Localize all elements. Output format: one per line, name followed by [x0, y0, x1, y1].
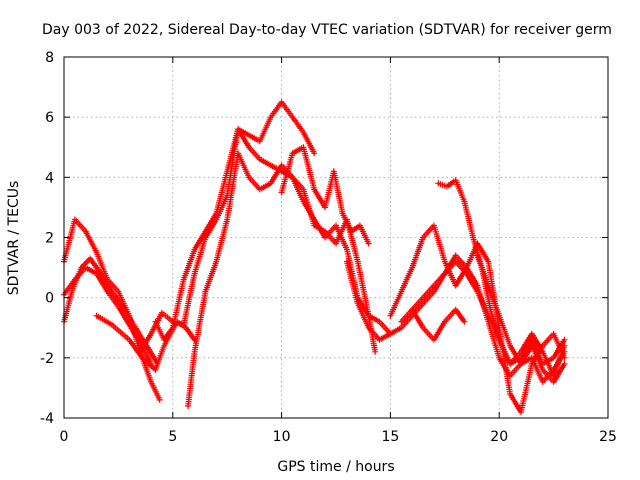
- x-tick-label: 0: [60, 429, 69, 445]
- x-tick-label: 5: [168, 429, 177, 445]
- x-axis-title: GPS time / hours: [277, 459, 394, 475]
- y-tick-label: -2: [40, 351, 54, 367]
- y-tick-label: 6: [45, 110, 54, 126]
- series-markers: [137, 99, 318, 355]
- axis-ticks: 0 5 10 15 20 25 -4 -2 0 2 4 6 8: [40, 50, 617, 445]
- series-track-h: [278, 144, 372, 247]
- series-markers: [409, 306, 468, 343]
- series-markers: [61, 216, 163, 403]
- y-tick-label: 8: [45, 50, 54, 66]
- series-track-n: [474, 252, 568, 385]
- chart-title: Day 003 of 2022, Sidereal Day-to-day VTE…: [42, 22, 612, 38]
- data-series: [61, 99, 568, 415]
- series-markers: [278, 144, 372, 247]
- series-track-e: [137, 99, 318, 355]
- x-tick-label: 15: [381, 429, 399, 445]
- y-tick-label: 2: [45, 231, 54, 247]
- y-tick-label: 0: [45, 291, 54, 307]
- x-tick-label: 25: [599, 429, 617, 445]
- series-track-m: [409, 306, 468, 343]
- x-tick-label: 10: [273, 429, 291, 445]
- y-axis-title: SDTVAR / TECUs: [6, 181, 22, 296]
- y-tick-label: -4: [40, 411, 54, 427]
- x-tick-label: 20: [490, 429, 508, 445]
- y-tick-label: 4: [45, 170, 54, 186]
- series-track-a: [61, 216, 163, 403]
- series-markers: [474, 252, 568, 385]
